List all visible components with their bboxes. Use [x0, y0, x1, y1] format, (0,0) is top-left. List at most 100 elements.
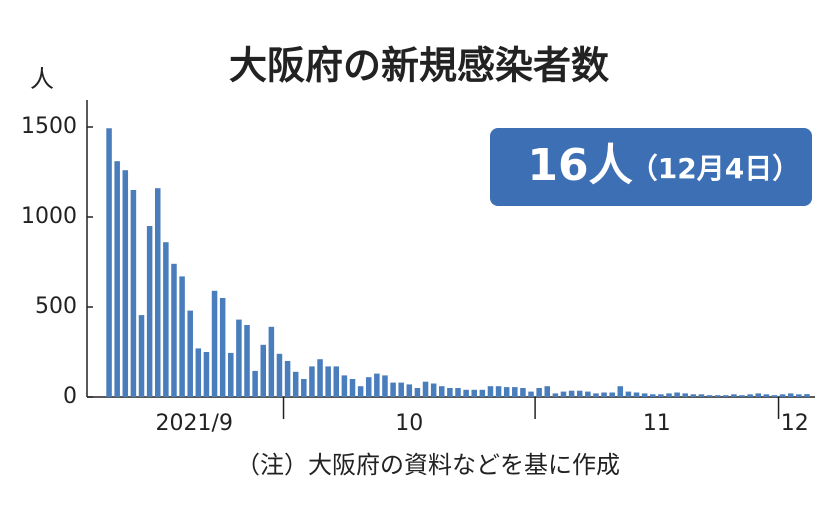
bar — [130, 190, 137, 397]
bar — [714, 395, 721, 397]
chart-title: 大阪府の新規感染者数 — [229, 44, 609, 88]
bar — [593, 393, 599, 397]
bar — [122, 170, 129, 397]
bar — [796, 394, 802, 397]
badge-date: （12月4日） — [630, 152, 800, 185]
bar — [138, 315, 145, 397]
bar — [706, 395, 713, 397]
bar — [447, 388, 453, 397]
bar — [520, 388, 526, 397]
bar — [211, 290, 218, 397]
bar — [771, 395, 778, 397]
bar — [601, 392, 607, 397]
y-unit: 人 — [30, 65, 54, 93]
note: （注）大阪府の資料などを基に作成 — [236, 451, 620, 479]
bar — [382, 375, 388, 397]
badge-value: 16人 — [527, 140, 632, 191]
bar — [641, 393, 648, 397]
y-tick-label: 1500 — [21, 114, 77, 139]
badge — [490, 128, 812, 206]
bar — [512, 387, 518, 397]
bar — [739, 395, 745, 397]
bar — [731, 394, 737, 397]
bar — [609, 392, 615, 397]
bar — [260, 344, 267, 397]
bar — [585, 391, 591, 397]
bar — [479, 389, 486, 397]
bar — [390, 382, 396, 397]
x-tick-label: 2021/9 — [156, 411, 233, 436]
bar — [357, 386, 364, 397]
bar — [779, 394, 786, 397]
bar — [568, 390, 575, 397]
bar — [552, 393, 559, 397]
bar — [341, 375, 348, 397]
bar — [406, 384, 413, 397]
bar — [787, 393, 794, 397]
bar — [455, 388, 461, 397]
y-tick-label: 0 — [63, 384, 77, 409]
bar — [292, 371, 299, 397]
bar — [374, 373, 380, 397]
bar — [528, 391, 534, 397]
bar — [503, 387, 510, 397]
x-tick-label: 10 — [395, 411, 423, 436]
bar — [333, 366, 340, 397]
bar — [365, 377, 372, 397]
bar — [755, 393, 762, 397]
bar — [560, 391, 567, 397]
bar — [179, 276, 185, 397]
x-tick-label: 12 — [781, 411, 809, 436]
bar — [747, 394, 753, 397]
bar — [430, 383, 437, 397]
bar — [658, 394, 664, 397]
bar — [633, 392, 640, 397]
bar — [349, 379, 356, 397]
bar — [114, 161, 120, 397]
bar — [398, 382, 404, 397]
bar — [674, 392, 680, 397]
bar — [317, 359, 323, 397]
bar — [763, 394, 770, 397]
bar — [536, 388, 542, 397]
bar — [163, 242, 169, 397]
bar — [690, 394, 697, 397]
bar — [804, 394, 810, 397]
bar — [276, 353, 283, 397]
bar — [682, 393, 688, 397]
bar — [284, 361, 291, 397]
x-tick-label: 11 — [643, 411, 671, 436]
bar — [414, 388, 421, 397]
bar — [236, 319, 242, 397]
bar — [187, 310, 193, 397]
bar — [625, 391, 632, 397]
bar — [666, 393, 672, 397]
bar — [576, 390, 583, 397]
bar — [439, 386, 445, 397]
bar — [154, 188, 161, 397]
bar — [471, 389, 477, 397]
bar — [228, 352, 234, 397]
bar — [698, 394, 705, 397]
bar — [268, 326, 275, 397]
bar — [195, 348, 202, 397]
bar — [422, 381, 429, 397]
bar — [244, 325, 250, 397]
bar — [617, 386, 624, 397]
bar — [723, 395, 729, 397]
bar — [495, 386, 502, 397]
bar — [106, 128, 112, 397]
bar — [219, 298, 226, 397]
bar — [544, 386, 551, 397]
bar — [146, 226, 153, 397]
bar — [203, 352, 210, 397]
y-tick-label: 500 — [35, 294, 77, 319]
bar — [463, 389, 469, 397]
bar — [325, 366, 331, 397]
bar — [252, 370, 258, 397]
bar — [301, 379, 307, 397]
bar — [649, 394, 656, 397]
y-tick-label: 1000 — [21, 204, 77, 229]
